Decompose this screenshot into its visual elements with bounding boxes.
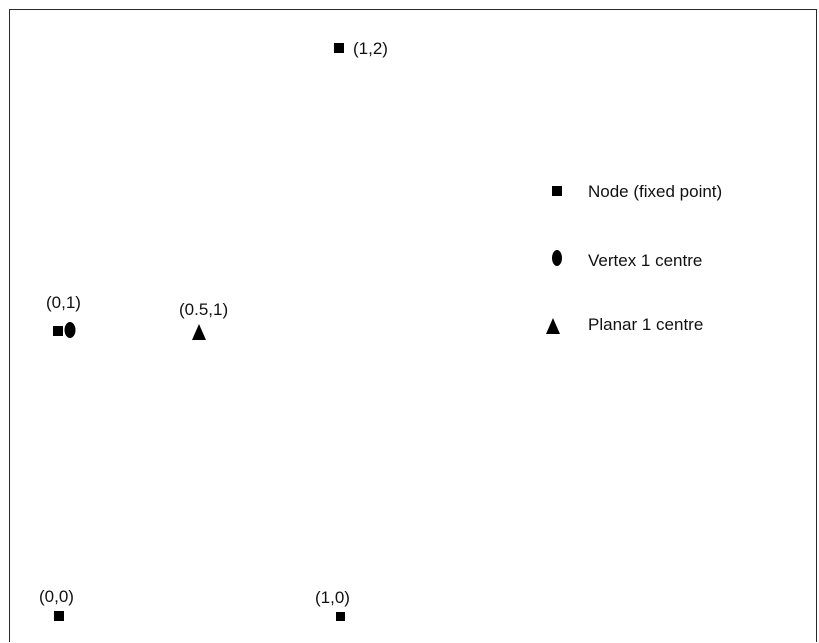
node-marker bbox=[53, 326, 63, 336]
legend-item-node: Node (fixed point) bbox=[552, 182, 722, 201]
point-label: (1,2) bbox=[353, 39, 388, 58]
legend-item-planar: Planar 1 centre bbox=[546, 315, 703, 334]
point-vertex-1 bbox=[65, 322, 76, 338]
point-label: (0,0) bbox=[39, 587, 74, 606]
ellipse-icon bbox=[552, 250, 562, 266]
point-planar-1: (0.5,1) bbox=[179, 300, 228, 340]
legend-label: Vertex 1 centre bbox=[588, 251, 702, 270]
point-node-0-0: (0,0) bbox=[39, 587, 74, 621]
point-node-1-0: (1,0) bbox=[315, 588, 350, 621]
legend: Node (fixed point) Vertex 1 centre Plana… bbox=[546, 182, 722, 334]
node-marker bbox=[334, 43, 344, 53]
legend-item-vertex: Vertex 1 centre bbox=[552, 250, 702, 270]
node-marker bbox=[54, 611, 64, 621]
point-label: (0,1) bbox=[46, 293, 81, 312]
point-node-0-1: (0,1) bbox=[46, 293, 81, 336]
vertex-marker bbox=[65, 322, 76, 338]
point-node-1-2: (1,2) bbox=[334, 39, 388, 58]
legend-label: Node (fixed point) bbox=[588, 182, 722, 201]
planar-marker bbox=[192, 324, 206, 340]
node-marker bbox=[336, 612, 345, 621]
point-label: (1,0) bbox=[315, 588, 350, 607]
triangle-icon bbox=[546, 318, 560, 334]
square-icon bbox=[552, 186, 562, 196]
legend-label: Planar 1 centre bbox=[588, 315, 703, 334]
point-label: (0.5,1) bbox=[179, 300, 228, 319]
